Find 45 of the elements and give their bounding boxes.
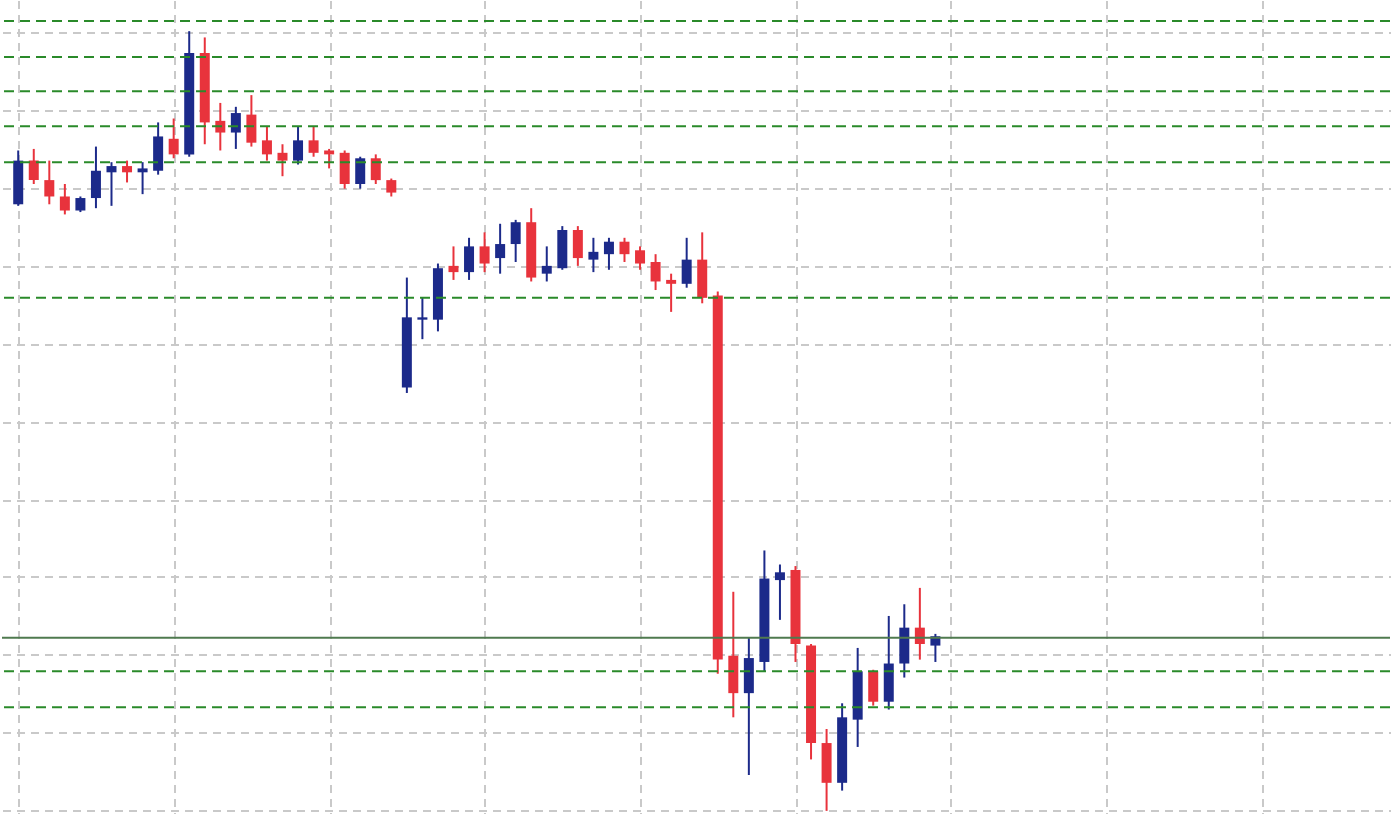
candlestick — [261, 125, 272, 162]
candlestick — [215, 101, 226, 152]
candlestick — [122, 159, 133, 184]
candlestick — [557, 225, 568, 271]
candlestick — [13, 149, 24, 207]
candlestick — [308, 125, 319, 158]
candlestick — [168, 117, 179, 160]
candlestick — [635, 245, 646, 271]
candlestick — [572, 225, 583, 267]
candlestick — [697, 231, 708, 305]
candlestick — [355, 155, 366, 190]
candlestick — [681, 236, 692, 289]
candlestick — [448, 245, 459, 281]
candlestick — [619, 236, 630, 263]
candlestick — [821, 728, 832, 812]
candlestick — [541, 245, 552, 283]
candlestick — [495, 222, 506, 275]
candlestick — [899, 603, 910, 679]
candlestick — [339, 149, 350, 190]
candlestick — [728, 590, 739, 719]
candlestick — [666, 272, 677, 313]
candlestick — [277, 143, 288, 178]
candlestick — [59, 183, 70, 216]
candlestick — [479, 231, 490, 274]
candlestick — [293, 125, 304, 166]
candlestick — [650, 253, 661, 292]
candlestick — [370, 153, 381, 186]
candlestick — [774, 563, 785, 621]
candlestick — [230, 105, 241, 150]
candlestick — [603, 236, 614, 271]
candlestick — [246, 94, 257, 148]
candlestick — [588, 236, 599, 274]
candlestick — [883, 614, 894, 711]
candlestick — [417, 296, 428, 341]
candlestick — [137, 161, 148, 196]
candlestick — [44, 159, 55, 206]
candlestick — [324, 147, 335, 170]
candlestick — [106, 161, 117, 207]
candlestick — [743, 636, 754, 777]
candlestick — [28, 147, 39, 186]
candlestick — [153, 121, 164, 176]
candlestick — [868, 668, 879, 707]
candlestick — [510, 218, 521, 263]
candlestick — [464, 236, 475, 281]
candlestick — [90, 145, 101, 210]
